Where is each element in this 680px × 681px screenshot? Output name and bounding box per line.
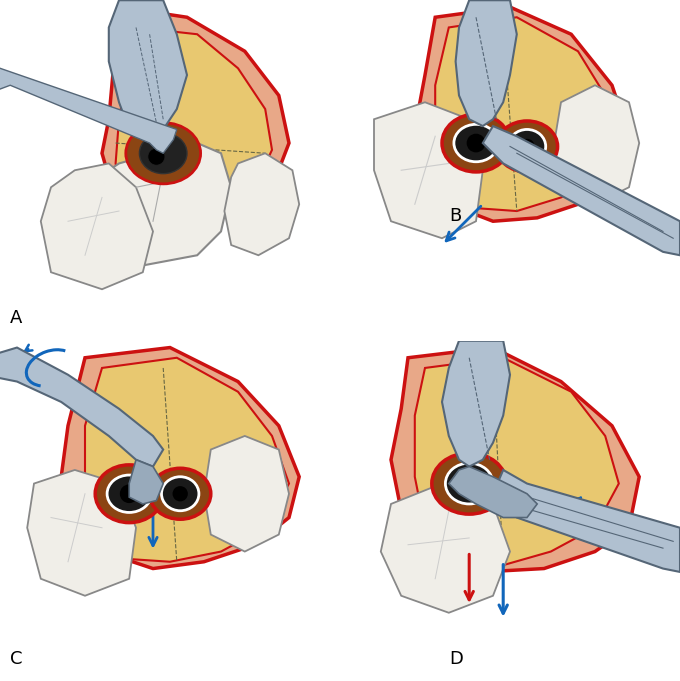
Ellipse shape	[173, 486, 188, 501]
Polygon shape	[374, 102, 483, 238]
Polygon shape	[102, 143, 231, 266]
Ellipse shape	[126, 123, 201, 184]
Polygon shape	[116, 27, 272, 221]
Polygon shape	[109, 0, 187, 136]
Polygon shape	[0, 347, 163, 466]
Ellipse shape	[150, 469, 211, 519]
Polygon shape	[449, 466, 537, 518]
Polygon shape	[0, 68, 177, 153]
Text: B: B	[449, 207, 461, 225]
Polygon shape	[456, 0, 517, 126]
Polygon shape	[224, 153, 299, 255]
Polygon shape	[381, 484, 510, 613]
Polygon shape	[415, 7, 629, 221]
Polygon shape	[435, 17, 612, 211]
Polygon shape	[204, 436, 289, 552]
Polygon shape	[61, 347, 299, 569]
Text: C: C	[10, 650, 22, 668]
Ellipse shape	[496, 121, 558, 172]
Polygon shape	[85, 358, 289, 562]
Ellipse shape	[120, 484, 139, 503]
Text: D: D	[449, 650, 462, 668]
Polygon shape	[41, 163, 153, 289]
Ellipse shape	[139, 133, 187, 174]
Polygon shape	[415, 358, 619, 565]
Ellipse shape	[459, 473, 479, 494]
Polygon shape	[483, 126, 680, 255]
Ellipse shape	[509, 129, 546, 163]
Polygon shape	[27, 470, 136, 596]
Polygon shape	[554, 85, 639, 204]
Polygon shape	[493, 470, 680, 572]
Polygon shape	[102, 7, 289, 228]
Ellipse shape	[95, 465, 163, 522]
Polygon shape	[391, 347, 639, 572]
Ellipse shape	[442, 114, 510, 172]
Ellipse shape	[148, 148, 165, 165]
Ellipse shape	[466, 133, 486, 153]
Ellipse shape	[432, 453, 507, 514]
Ellipse shape	[107, 475, 151, 512]
Polygon shape	[129, 460, 163, 504]
Text: A: A	[10, 309, 22, 328]
Ellipse shape	[454, 125, 498, 162]
Ellipse shape	[520, 139, 534, 154]
Ellipse shape	[162, 477, 199, 511]
Ellipse shape	[445, 463, 493, 504]
Polygon shape	[442, 340, 510, 466]
